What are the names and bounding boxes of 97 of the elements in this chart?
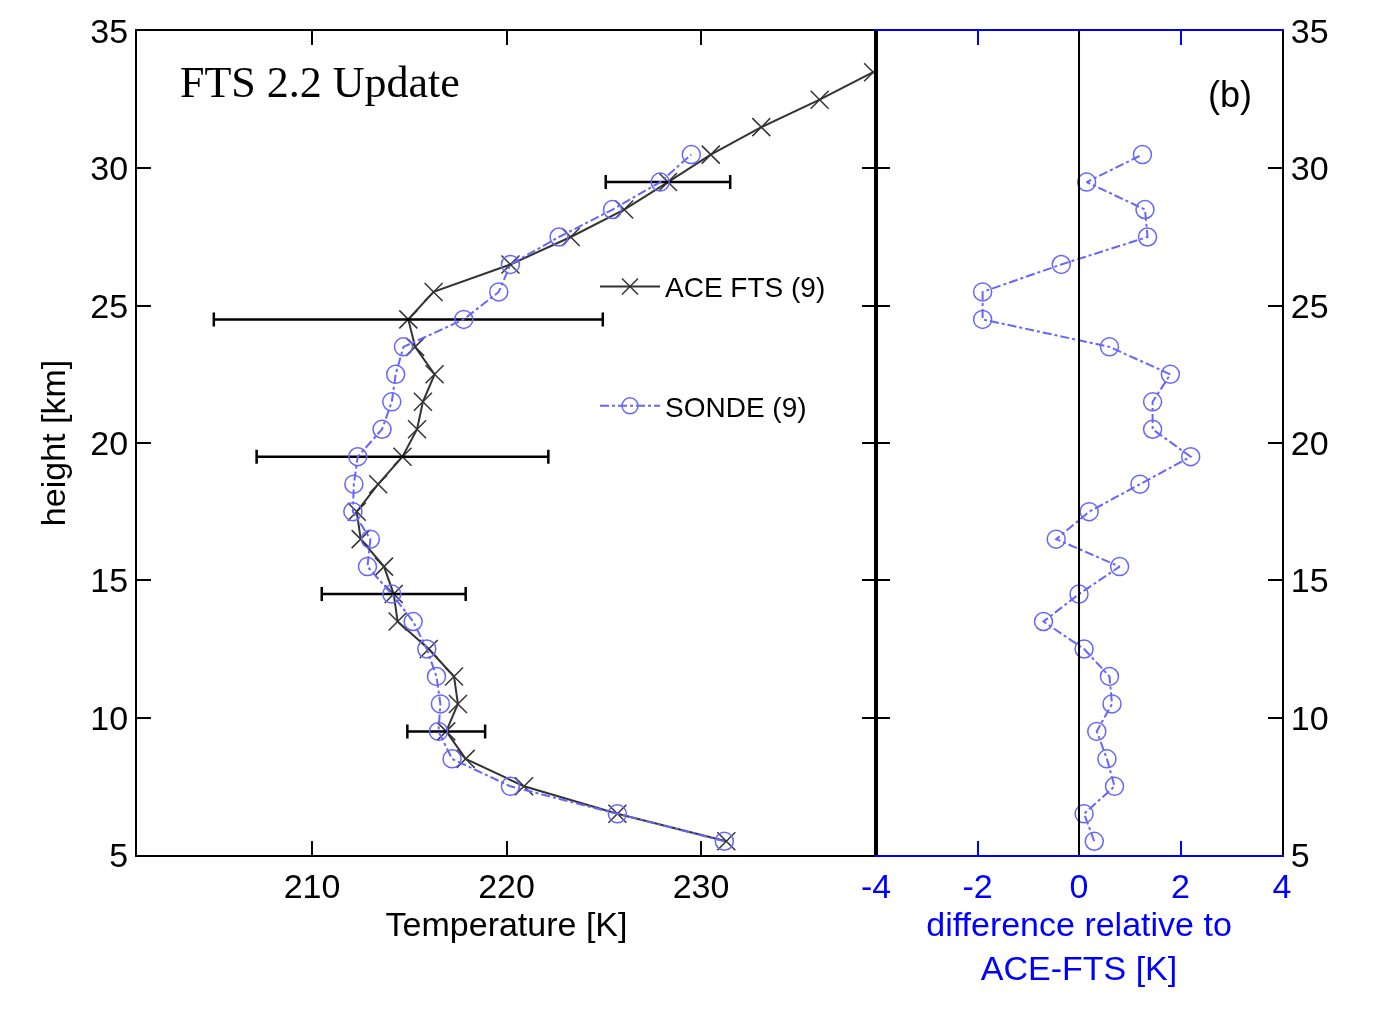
point — [1087, 721, 1107, 742]
point — [1051, 254, 1072, 275]
annotation: FTS 2.2 Update — [180, 58, 460, 107]
point — [398, 309, 419, 330]
point — [382, 392, 402, 412]
point — [658, 172, 678, 192]
point — [514, 776, 534, 797]
point — [360, 529, 381, 549]
point — [405, 337, 425, 357]
point — [1180, 446, 1201, 467]
y-tick-label: 35 — [90, 11, 129, 50]
point — [348, 446, 368, 467]
point — [403, 611, 423, 632]
point — [1130, 474, 1150, 494]
x-tick-label: 4 — [1272, 866, 1292, 905]
point — [426, 666, 447, 687]
point — [344, 474, 364, 494]
point — [1099, 337, 1120, 357]
point — [444, 666, 464, 687]
point — [357, 556, 378, 577]
point — [1142, 419, 1163, 440]
y-tick-label: 5 — [1290, 835, 1310, 874]
point — [436, 721, 456, 742]
x-tick-label: 0 — [1069, 866, 1089, 905]
point — [500, 776, 521, 797]
y-tick-label: 20 — [1290, 423, 1329, 462]
point — [413, 392, 433, 412]
point — [650, 172, 670, 192]
point — [681, 144, 702, 165]
legend-label: SONDE (9) — [665, 391, 807, 423]
y-axis-title: height [km] — [34, 359, 73, 527]
point — [1074, 804, 1094, 824]
point — [1132, 144, 1153, 165]
point — [1069, 584, 1089, 604]
y-tick-label: 20 — [90, 423, 129, 462]
point — [1046, 529, 1066, 549]
annotation: (b) — [1208, 74, 1252, 115]
point — [1102, 694, 1122, 714]
point — [455, 749, 476, 769]
x-tick-label: -2 — [962, 866, 993, 905]
point — [549, 227, 569, 247]
point — [614, 199, 634, 220]
point — [809, 89, 830, 110]
x-tick-label: 2 — [1171, 866, 1190, 905]
point — [393, 337, 414, 357]
point — [428, 721, 449, 742]
y-tick-label: 5 — [109, 835, 129, 874]
point — [368, 474, 388, 494]
point — [392, 446, 413, 467]
point — [454, 309, 474, 330]
point — [407, 419, 427, 440]
point — [1076, 172, 1097, 192]
point — [1097, 749, 1117, 769]
x-tick-label: 220 — [478, 866, 535, 905]
point — [385, 364, 406, 385]
y-tick-label: 10 — [90, 698, 129, 737]
x-axis-title: difference relative to ACE-FTS [K] — [926, 904, 1232, 987]
x-tick-label: 210 — [283, 866, 341, 905]
point — [1099, 666, 1120, 687]
point — [1084, 831, 1104, 852]
x-tick-label: 230 — [672, 866, 730, 905]
point — [1142, 392, 1163, 412]
y-tick-label: 30 — [1290, 149, 1329, 188]
point — [602, 199, 623, 220]
point — [1104, 776, 1125, 797]
y-tick-label: 15 — [1290, 561, 1329, 600]
point — [700, 144, 721, 165]
point — [751, 117, 772, 137]
point — [560, 227, 581, 247]
point — [489, 282, 509, 302]
point — [350, 529, 371, 549]
point — [1135, 199, 1155, 220]
point — [387, 611, 408, 632]
y-tick-label: 35 — [1290, 11, 1329, 50]
point — [1160, 364, 1181, 385]
point — [442, 749, 462, 769]
point — [424, 364, 445, 385]
point — [374, 556, 394, 577]
y-tick-label: 15 — [90, 561, 129, 600]
point — [1137, 227, 1158, 247]
x-tick-label: -4 — [860, 866, 892, 905]
x-axis-title: Temperature [K] — [385, 904, 628, 943]
point — [1033, 611, 1054, 632]
point — [423, 282, 444, 302]
point — [1074, 639, 1094, 659]
point — [1079, 501, 1099, 522]
point — [372, 419, 392, 440]
y-tick-label: 25 — [1290, 286, 1329, 325]
y-tick-label: 30 — [90, 149, 129, 188]
y-tick-label: 25 — [90, 286, 129, 325]
point — [430, 694, 451, 714]
point — [972, 309, 993, 330]
point — [972, 282, 993, 302]
point — [448, 694, 468, 714]
point — [1109, 556, 1130, 577]
y-tick-label: 10 — [1290, 698, 1329, 737]
legend-label: ACE FTS (9) — [665, 272, 826, 304]
